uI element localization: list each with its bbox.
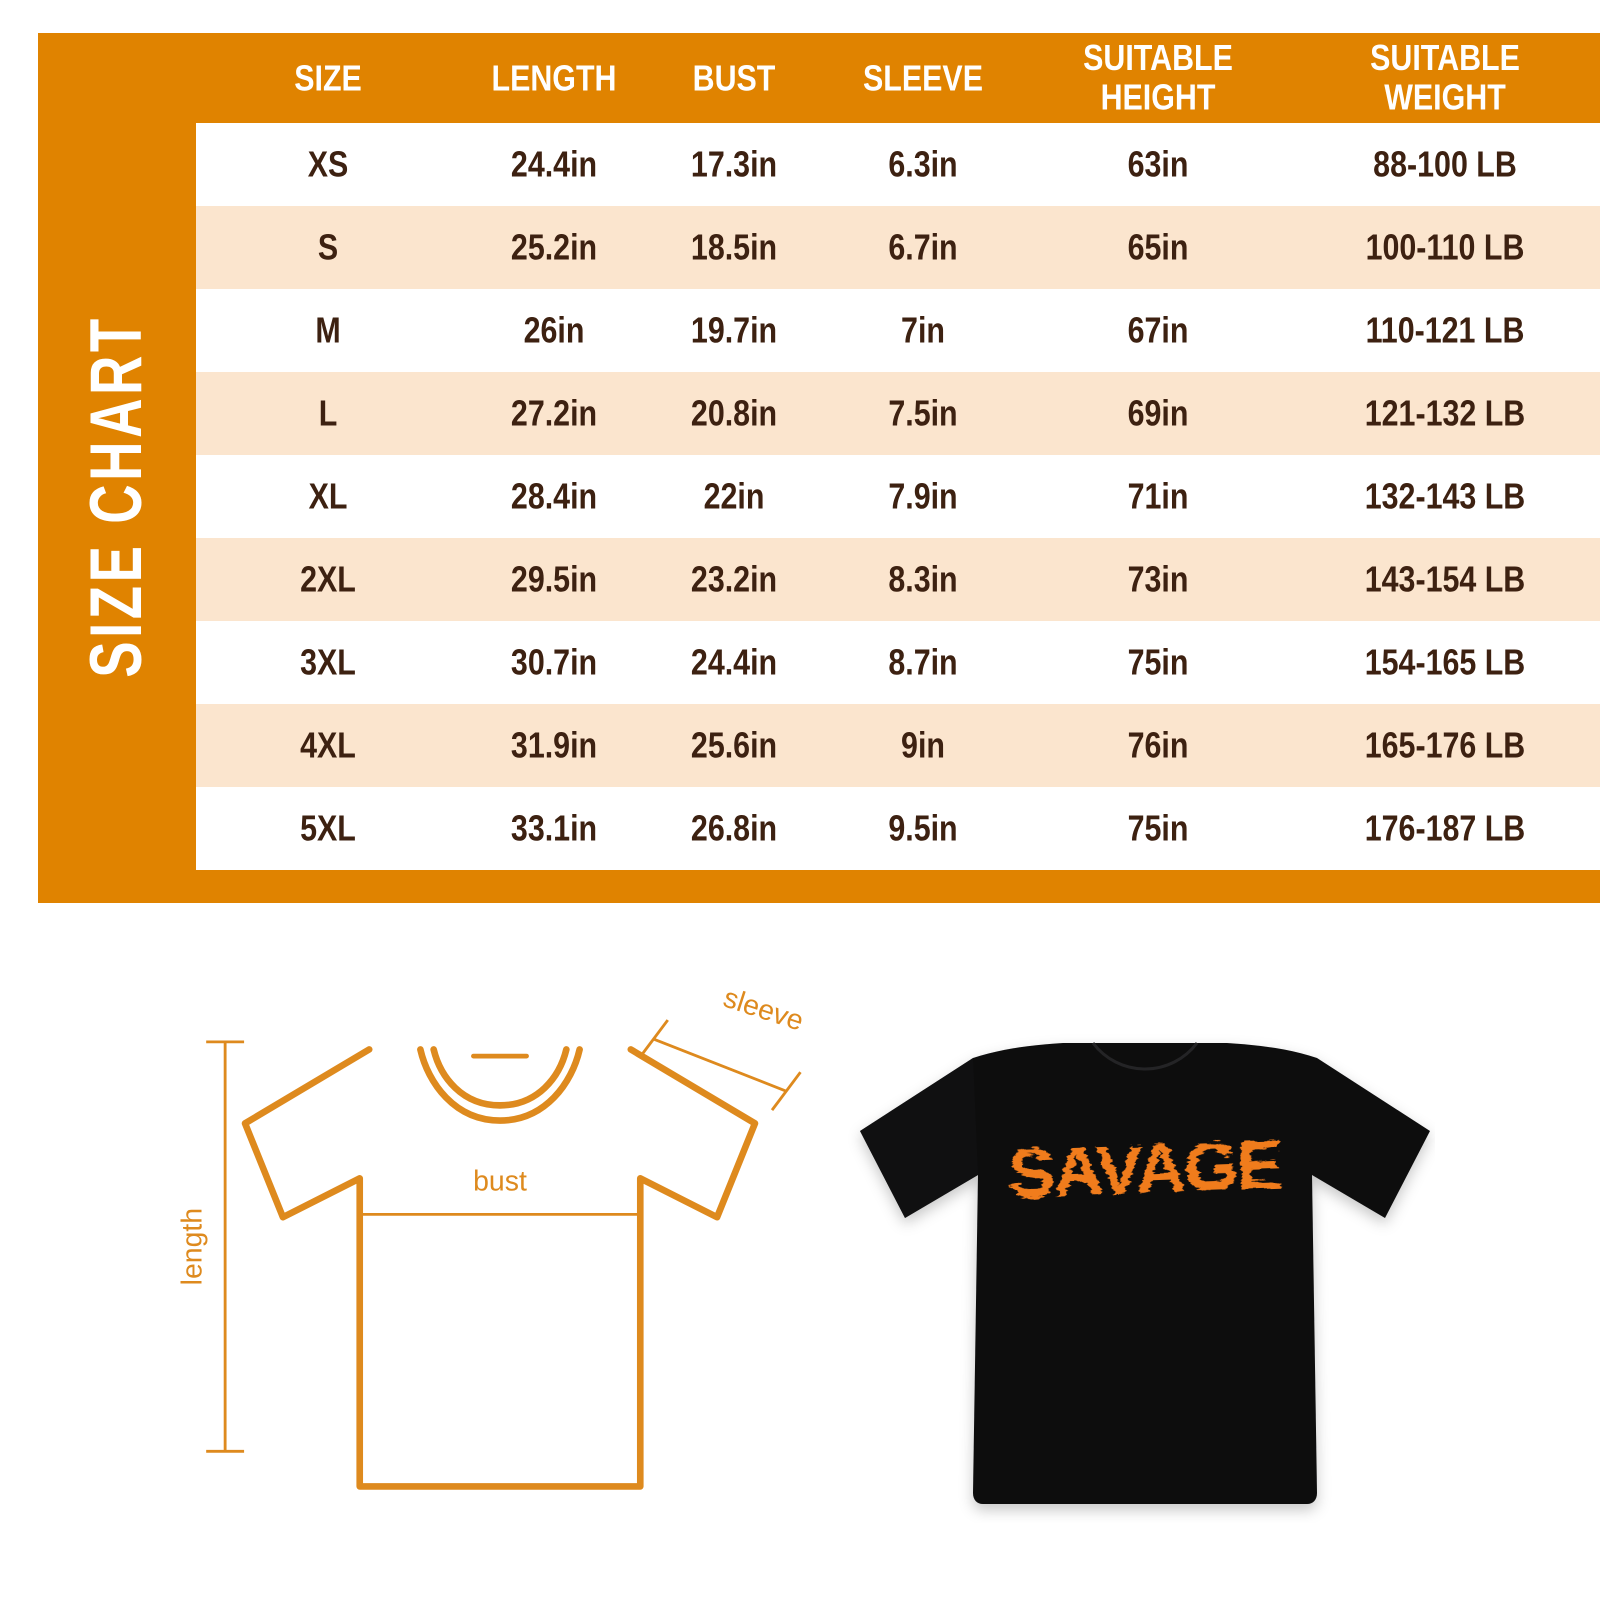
svg-text:SAVAGE: SAVAGE <box>1007 1125 1283 1212</box>
svg-text:sleeve: sleeve <box>719 985 807 1038</box>
svg-text:bust: bust <box>473 1166 527 1198</box>
svg-text:length: length <box>176 1208 208 1285</box>
